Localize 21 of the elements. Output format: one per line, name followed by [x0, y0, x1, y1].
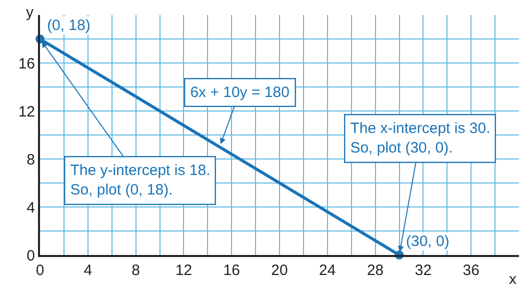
y-tick-label: 4 — [26, 199, 35, 216]
y-tick-label: 12 — [18, 103, 35, 120]
x-tick-label: 24 — [319, 262, 336, 279]
x-tick-label: 8 — [132, 262, 140, 279]
x-tick-label: 32 — [414, 262, 432, 279]
y-axis-title: y — [26, 4, 34, 21]
annotation: The y-intercept is 18. So, plot (0, 18). — [70, 162, 210, 199]
y-tick-label: 8 — [26, 151, 35, 168]
x-tick-label: 36 — [462, 262, 480, 279]
annotation: (30, 0) — [406, 233, 450, 250]
x-tick-label: 20 — [271, 262, 288, 279]
annotation: 6x + 10y = 180 — [190, 84, 290, 102]
x-tick-label: 28 — [366, 262, 384, 279]
x-tick-label: 16 — [223, 262, 240, 279]
annotation: The x-intercept is 30. So, plot (30, 0). — [350, 120, 490, 157]
x-tick-label: 12 — [175, 262, 192, 279]
x-axis-title: x — [509, 271, 517, 288]
annotation: (0, 18) — [47, 17, 90, 34]
y-tick-label: 0 — [26, 247, 35, 264]
x-tick-label: 4 — [84, 262, 92, 279]
y-tick-label: 16 — [18, 55, 35, 72]
